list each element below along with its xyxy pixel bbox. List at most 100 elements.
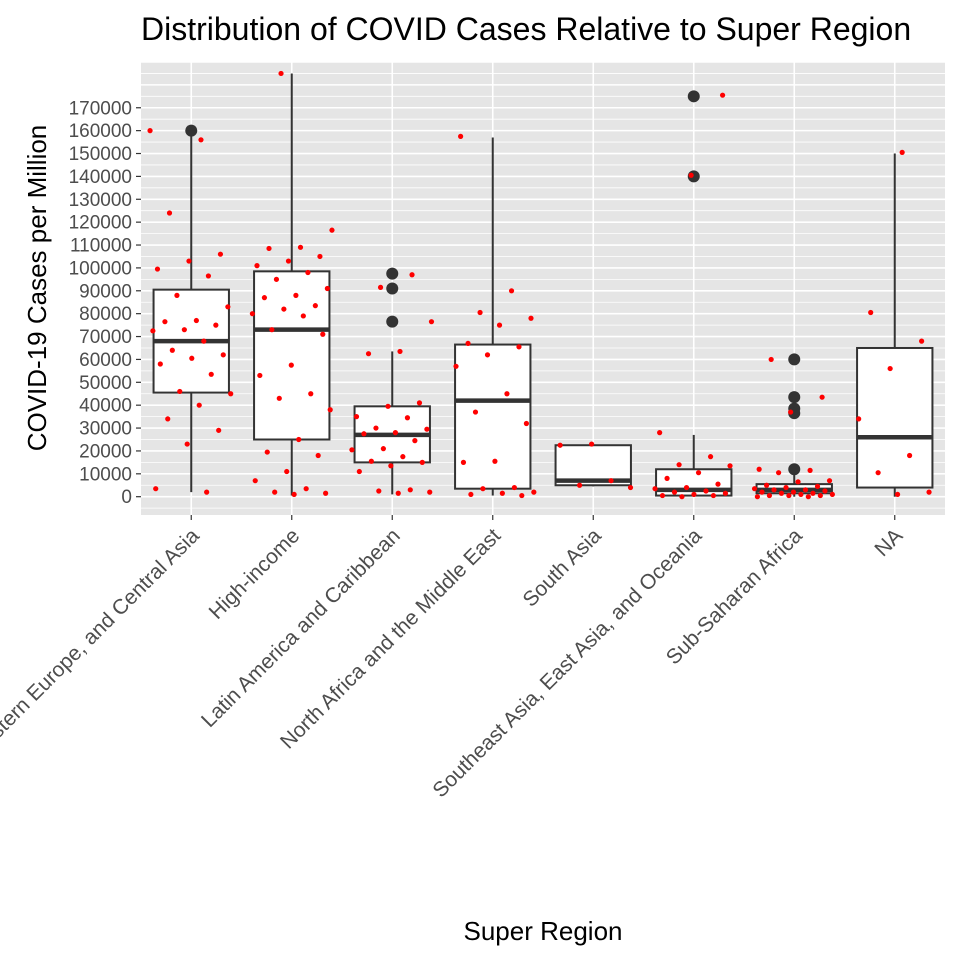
x-tick-label: Latin America and Caribbean — [197, 524, 405, 732]
x-tick-label: North Africa and the Middle East — [276, 524, 505, 753]
jitter-point — [388, 463, 394, 469]
jitter-point — [296, 436, 302, 443]
jitter-point — [281, 306, 287, 312]
jitter-point — [676, 462, 682, 468]
jitter-point — [919, 338, 925, 344]
jitter-point — [205, 273, 212, 279]
jitter-point — [576, 482, 583, 488]
jitter-point — [373, 425, 379, 431]
jitter-point — [184, 441, 190, 447]
jitter-point — [814, 483, 821, 490]
jitter-point — [480, 486, 486, 492]
jitter-point — [400, 454, 406, 460]
outlier-point — [386, 267, 399, 280]
jitter-point — [756, 466, 762, 472]
outlier-points — [185, 90, 801, 476]
box-iqr — [454, 343, 532, 490]
jitter-point — [427, 489, 433, 495]
jitter-point — [181, 327, 187, 333]
jitter-point — [216, 427, 222, 433]
jitter-point — [805, 494, 811, 500]
jitter-point — [776, 470, 782, 476]
jitter-point — [710, 492, 717, 499]
y-tick-label: 120000 — [69, 213, 132, 234]
jitter-point — [679, 494, 685, 500]
jitter-point — [926, 489, 932, 495]
jitter-point — [228, 391, 234, 397]
jitter-point — [778, 490, 785, 496]
jitter-point — [327, 407, 333, 413]
jitter-point — [652, 486, 658, 492]
jitter-point — [217, 251, 224, 257]
outlier-point — [185, 124, 198, 137]
x-axis-title: Super Region — [464, 916, 623, 946]
jitter-point — [213, 322, 219, 328]
jitter-point — [397, 348, 403, 355]
y-tick-label: 100000 — [69, 258, 132, 279]
jitter-point — [377, 284, 384, 290]
jitter-point — [154, 266, 161, 272]
x-tick-label: High-income — [205, 524, 305, 624]
jitter-point — [276, 395, 282, 401]
jitter-point — [766, 492, 773, 499]
jitter-point — [198, 137, 204, 143]
jitter-point — [458, 133, 464, 139]
jitter-point — [460, 459, 467, 465]
jitter-point — [817, 492, 823, 499]
jitter-point — [174, 292, 180, 298]
jitter-point — [691, 491, 697, 498]
box-5 — [554, 444, 632, 487]
jitter-point — [385, 403, 391, 409]
jitter-point — [193, 317, 199, 324]
jitter-point — [771, 487, 777, 493]
jitter-point — [324, 285, 330, 292]
jitter-point — [407, 487, 413, 493]
jitter-point — [196, 402, 202, 408]
jitter-point — [768, 356, 774, 363]
jitter-point — [499, 490, 505, 496]
y-axis-ticks: 0100002000030000400005000060000700008000… — [69, 98, 141, 508]
jitter-point — [293, 292, 299, 298]
jitter-point — [759, 489, 765, 495]
jitter-point — [252, 478, 258, 484]
chart-title: Distribution of COVID Cases Relative to … — [141, 11, 911, 47]
jitter-point — [320, 331, 326, 337]
jitter-point — [428, 319, 435, 325]
y-tick-label: 70000 — [79, 327, 132, 348]
jitter-point — [688, 172, 694, 178]
jitter-point — [511, 484, 517, 491]
outlier-point — [386, 315, 399, 328]
jitter-point — [627, 484, 634, 491]
jitter-point — [380, 446, 386, 452]
jitter-point — [153, 486, 159, 492]
x-axis-ticks: Central Europe, Eastern Europe, and Cent… — [0, 515, 907, 869]
jitter-point — [751, 486, 758, 492]
outlier-point — [788, 391, 801, 404]
y-tick-label: 80000 — [79, 304, 132, 325]
jitter-point — [257, 372, 263, 379]
jitter-point — [754, 494, 760, 500]
outlier-point — [386, 282, 399, 295]
y-axis-title: COVID-19 Cases per Million — [22, 125, 52, 452]
y-tick-label: 20000 — [79, 441, 132, 462]
outlier-point — [687, 90, 700, 103]
jitter-point — [557, 442, 563, 448]
jitter-point — [303, 486, 309, 492]
jitter-point — [504, 391, 510, 397]
jitter-point — [906, 452, 913, 459]
jitter-point — [453, 363, 459, 369]
jitter-point — [802, 487, 809, 493]
jitter-point — [412, 438, 418, 444]
x-tick-label: South Asia — [519, 524, 606, 611]
jitter-points — [147, 70, 932, 500]
jitter-point — [349, 447, 355, 453]
jitter-point — [261, 295, 268, 301]
jitter-point — [162, 319, 168, 325]
x-tick-label: Central Europe, Eastern Europe, and Cent… — [0, 524, 204, 869]
y-tick-label: 130000 — [69, 190, 132, 211]
jitter-point — [807, 467, 813, 473]
jitter-point — [273, 276, 280, 282]
y-tick-label: 150000 — [69, 144, 132, 165]
jitter-point — [826, 478, 833, 484]
box-4 — [454, 137, 532, 496]
